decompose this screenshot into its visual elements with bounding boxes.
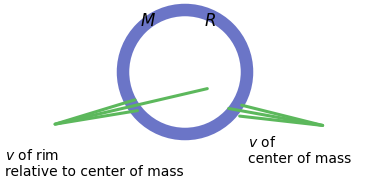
Text: $M$: $M$ bbox=[140, 12, 156, 30]
Text: $v$ of
center of mass: $v$ of center of mass bbox=[248, 135, 351, 166]
Text: $R$: $R$ bbox=[204, 12, 216, 30]
Text: $v$ of rim
relative to center of mass: $v$ of rim relative to center of mass bbox=[5, 148, 184, 179]
